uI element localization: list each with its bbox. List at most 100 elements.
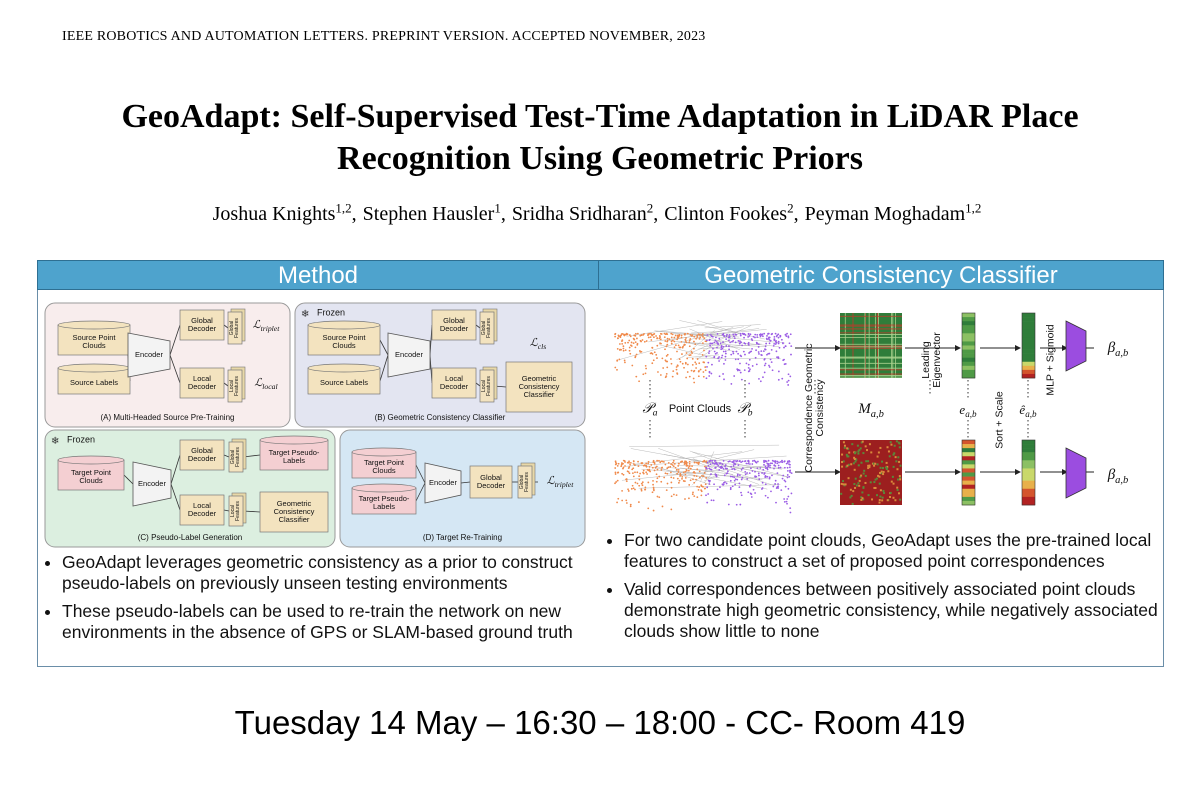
point <box>781 477 784 480</box>
point <box>789 511 792 514</box>
point <box>767 462 770 465</box>
point <box>684 498 686 500</box>
point <box>776 356 778 359</box>
sorted-cell <box>1022 456 1035 461</box>
point <box>677 465 680 467</box>
point <box>771 474 773 477</box>
point <box>639 351 642 353</box>
point <box>656 337 658 340</box>
subscript: cls <box>537 341 547 351</box>
point <box>707 465 710 467</box>
point <box>750 493 753 496</box>
point <box>666 482 669 485</box>
point <box>778 461 780 464</box>
point <box>614 471 617 474</box>
point <box>707 361 710 364</box>
symbol: ℒ <box>252 319 261 332</box>
point <box>666 467 669 470</box>
point <box>737 464 740 466</box>
point <box>658 459 660 462</box>
correspondence <box>667 326 744 342</box>
eigen-cell <box>962 472 975 477</box>
arrow <box>379 339 389 356</box>
point <box>734 483 737 486</box>
point <box>785 462 788 465</box>
point <box>636 342 639 345</box>
point <box>634 346 637 349</box>
matrix-cell <box>898 475 901 478</box>
subscript: a,b <box>1115 347 1129 359</box>
point <box>762 376 764 379</box>
symbol: β <box>1107 467 1116 484</box>
point <box>681 460 684 463</box>
point <box>731 475 734 478</box>
matrix-cell <box>855 484 858 487</box>
point <box>754 333 757 336</box>
eigen-cell <box>962 325 975 330</box>
sorted-cell <box>1022 484 1035 490</box>
point <box>640 340 642 343</box>
point <box>769 464 771 467</box>
point <box>701 353 704 356</box>
point <box>741 476 744 479</box>
point <box>677 336 680 338</box>
point <box>619 348 622 351</box>
matrix-cell <box>842 441 845 444</box>
point <box>685 469 688 472</box>
point <box>632 337 635 340</box>
point <box>638 484 641 487</box>
point <box>636 332 639 335</box>
matrix-cell <box>860 496 863 499</box>
point <box>658 475 661 478</box>
point <box>776 334 779 337</box>
arrow <box>223 324 229 329</box>
point <box>622 462 624 465</box>
point <box>664 359 667 362</box>
diagram-label: Frozen <box>66 434 95 445</box>
point <box>698 486 701 488</box>
point <box>674 344 677 347</box>
point <box>614 366 617 369</box>
diagram-label: MLP + Sigmoid <box>1044 324 1057 396</box>
correspondence <box>687 354 719 358</box>
point <box>656 495 659 498</box>
matrix-cell <box>853 483 856 486</box>
matrix-cell <box>887 470 890 473</box>
point <box>676 373 679 375</box>
eigen-cell <box>962 440 975 445</box>
point <box>670 358 672 360</box>
point <box>779 460 782 463</box>
point <box>657 371 659 373</box>
point <box>712 499 715 502</box>
point <box>711 459 714 462</box>
matrix-cell <box>875 494 878 497</box>
bullet: These pseudo-labels can be used to re-tr… <box>62 601 612 643</box>
point <box>760 350 763 353</box>
matrix-cell <box>878 501 881 504</box>
diagram-label: êa,b <box>1008 403 1048 419</box>
point <box>698 470 701 473</box>
point <box>773 460 776 463</box>
matrix-cell <box>895 440 898 443</box>
point <box>768 477 771 480</box>
point <box>768 336 770 339</box>
feature-block <box>228 441 244 473</box>
point <box>781 377 784 380</box>
point <box>733 335 735 338</box>
point <box>695 367 698 369</box>
correspondence <box>681 341 737 353</box>
point <box>724 352 727 355</box>
subscript: triplet <box>260 323 280 333</box>
author-name: Joshua Knights <box>212 202 336 225</box>
point <box>645 340 648 342</box>
point <box>763 460 765 463</box>
matrix-cell <box>895 460 898 463</box>
point <box>696 358 699 360</box>
matrix-cell <box>850 494 853 497</box>
point <box>762 468 765 471</box>
matrix-cell <box>852 462 855 465</box>
matrix-cell <box>886 499 889 502</box>
point <box>621 339 624 342</box>
point <box>691 352 693 355</box>
arrow-head <box>835 345 841 351</box>
